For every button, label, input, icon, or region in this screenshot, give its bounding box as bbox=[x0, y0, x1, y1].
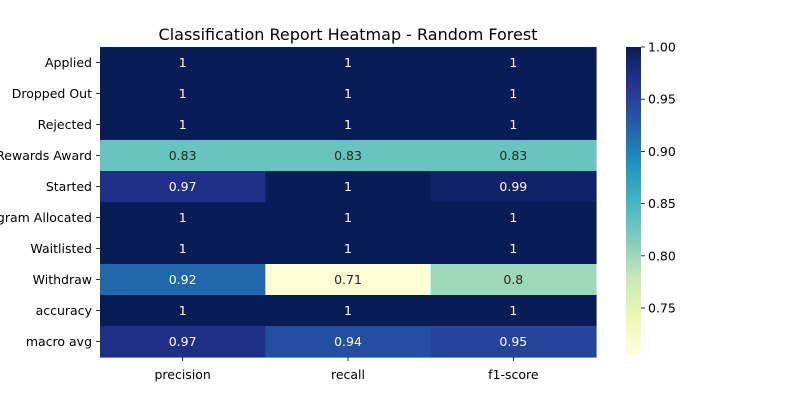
heatmap-cell bbox=[265, 326, 432, 358]
colorbar-tick-label: 1.00 bbox=[648, 40, 676, 55]
cell-value-label: 1 bbox=[179, 86, 187, 101]
cell-value-label: 1 bbox=[179, 55, 187, 70]
cell-value-label: 0.97 bbox=[169, 334, 197, 349]
heatmap-cell bbox=[265, 140, 432, 172]
row-labels: Applied Dropped Out Rejected Rewards Award S… bbox=[0, 55, 100, 349]
heatmap-cell bbox=[430, 264, 597, 296]
heatmap-cell bbox=[430, 326, 597, 358]
cell-value-label: 1 bbox=[344, 86, 352, 101]
heatmap-cell bbox=[430, 233, 597, 265]
colorbar-gradient bbox=[626, 47, 641, 355]
cell-value-label: 1 bbox=[509, 86, 517, 101]
cell-value-label: 1 bbox=[179, 210, 187, 225]
cell-value-label: 0.83 bbox=[499, 148, 527, 163]
colorbar-tick-label: 0.80 bbox=[648, 248, 676, 263]
heatmap-cell bbox=[100, 47, 266, 79]
heatmap-cell bbox=[430, 140, 597, 172]
row-label: Program Allocated bbox=[0, 210, 92, 225]
colorbar-tick-label: 0.90 bbox=[648, 144, 676, 159]
heatmap-cell bbox=[265, 233, 432, 265]
cell-value-label: 1 bbox=[509, 210, 517, 225]
row-label: Rewards Award bbox=[0, 148, 92, 163]
column-label: precision bbox=[154, 367, 210, 382]
heatmap-cell bbox=[100, 171, 266, 203]
cell-value-label: 0.92 bbox=[169, 272, 197, 287]
heatmap-cell bbox=[430, 47, 597, 79]
cell-value-label: 1 bbox=[509, 55, 517, 70]
cell-value-label: 1 bbox=[509, 117, 517, 132]
cell-value-label: 0.83 bbox=[169, 148, 197, 163]
heatmap-cell bbox=[100, 295, 266, 327]
heatmap-cell bbox=[265, 47, 432, 79]
row-label: Waitlisted bbox=[30, 241, 92, 256]
cell-value-label: 1 bbox=[344, 179, 352, 194]
cell-value-label: 1 bbox=[344, 117, 352, 132]
column-labels: precision recall f1-score bbox=[154, 357, 539, 382]
heatmap-cell bbox=[100, 78, 266, 110]
cell-value-label: 0.94 bbox=[334, 334, 362, 349]
colorbar-tick-label: 0.75 bbox=[648, 301, 676, 316]
chart-title: Classification Report Heatmap - Random F… bbox=[159, 25, 538, 44]
heatmap-cell bbox=[430, 109, 597, 141]
heatmap-cell bbox=[265, 264, 432, 296]
cell-value-label: 1 bbox=[179, 117, 187, 132]
cell-value-label: 1 bbox=[344, 55, 352, 70]
heatmap-cell bbox=[430, 202, 597, 234]
colorbar-tick-label: 0.85 bbox=[648, 196, 676, 211]
cell-value-label: 1 bbox=[344, 241, 352, 256]
column-label: f1-score bbox=[488, 367, 539, 382]
heatmap-cells: 1 1 1 1 1 1 1 1 1 0.83 0.83 0.83 0.97 1 0.99 1 1 1 1 1 1 0.92… bbox=[100, 47, 597, 358]
cell-value-label: 0.71 bbox=[334, 272, 362, 287]
heatmap-cell bbox=[430, 295, 597, 327]
column-label: recall bbox=[331, 367, 365, 382]
heatmap-cell bbox=[265, 295, 432, 327]
row-label: accuracy bbox=[36, 303, 93, 318]
cell-value-label: 0.95 bbox=[499, 334, 527, 349]
heatmap-cell bbox=[430, 78, 597, 110]
heatmap-cell bbox=[265, 171, 432, 203]
heatmap-cell bbox=[100, 140, 266, 172]
heatmap-cell bbox=[100, 109, 266, 141]
colorbar: 1.00 0.95 0.90 0.85 0.80 0.75 bbox=[626, 40, 676, 355]
heatmap-cell bbox=[265, 109, 432, 141]
heatmap-cell bbox=[100, 326, 266, 358]
heatmap-cell bbox=[100, 202, 266, 234]
cell-value-label: 0.83 bbox=[334, 148, 362, 163]
cell-value-label: 1 bbox=[179, 241, 187, 256]
cell-value-label: 0.8 bbox=[503, 272, 523, 287]
row-label: Dropped Out bbox=[12, 86, 92, 101]
row-label: Rejected bbox=[38, 117, 92, 132]
heatmap-cell bbox=[265, 78, 432, 110]
cell-value-label: 1 bbox=[344, 210, 352, 225]
cell-value-label: 1 bbox=[509, 303, 517, 318]
cell-value-label: 0.99 bbox=[499, 179, 527, 194]
row-label: Withdraw bbox=[33, 272, 92, 287]
row-label: Started bbox=[46, 179, 92, 194]
heatmap-cell bbox=[265, 202, 432, 234]
cell-value-label: 1 bbox=[344, 303, 352, 318]
cell-value-label: 0.97 bbox=[169, 179, 197, 194]
colorbar-tick-label: 0.95 bbox=[648, 92, 676, 107]
row-label: Applied bbox=[45, 55, 92, 70]
colorbar-ticks: 1.00 0.95 0.90 0.85 0.80 0.75 bbox=[641, 40, 676, 316]
cell-value-label: 1 bbox=[509, 241, 517, 256]
heatmap-cell bbox=[430, 171, 597, 203]
row-label: macro avg bbox=[26, 334, 92, 349]
heatmap-cell bbox=[100, 264, 266, 296]
cell-value-label: 1 bbox=[179, 303, 187, 318]
heatmap-cell bbox=[100, 233, 266, 265]
